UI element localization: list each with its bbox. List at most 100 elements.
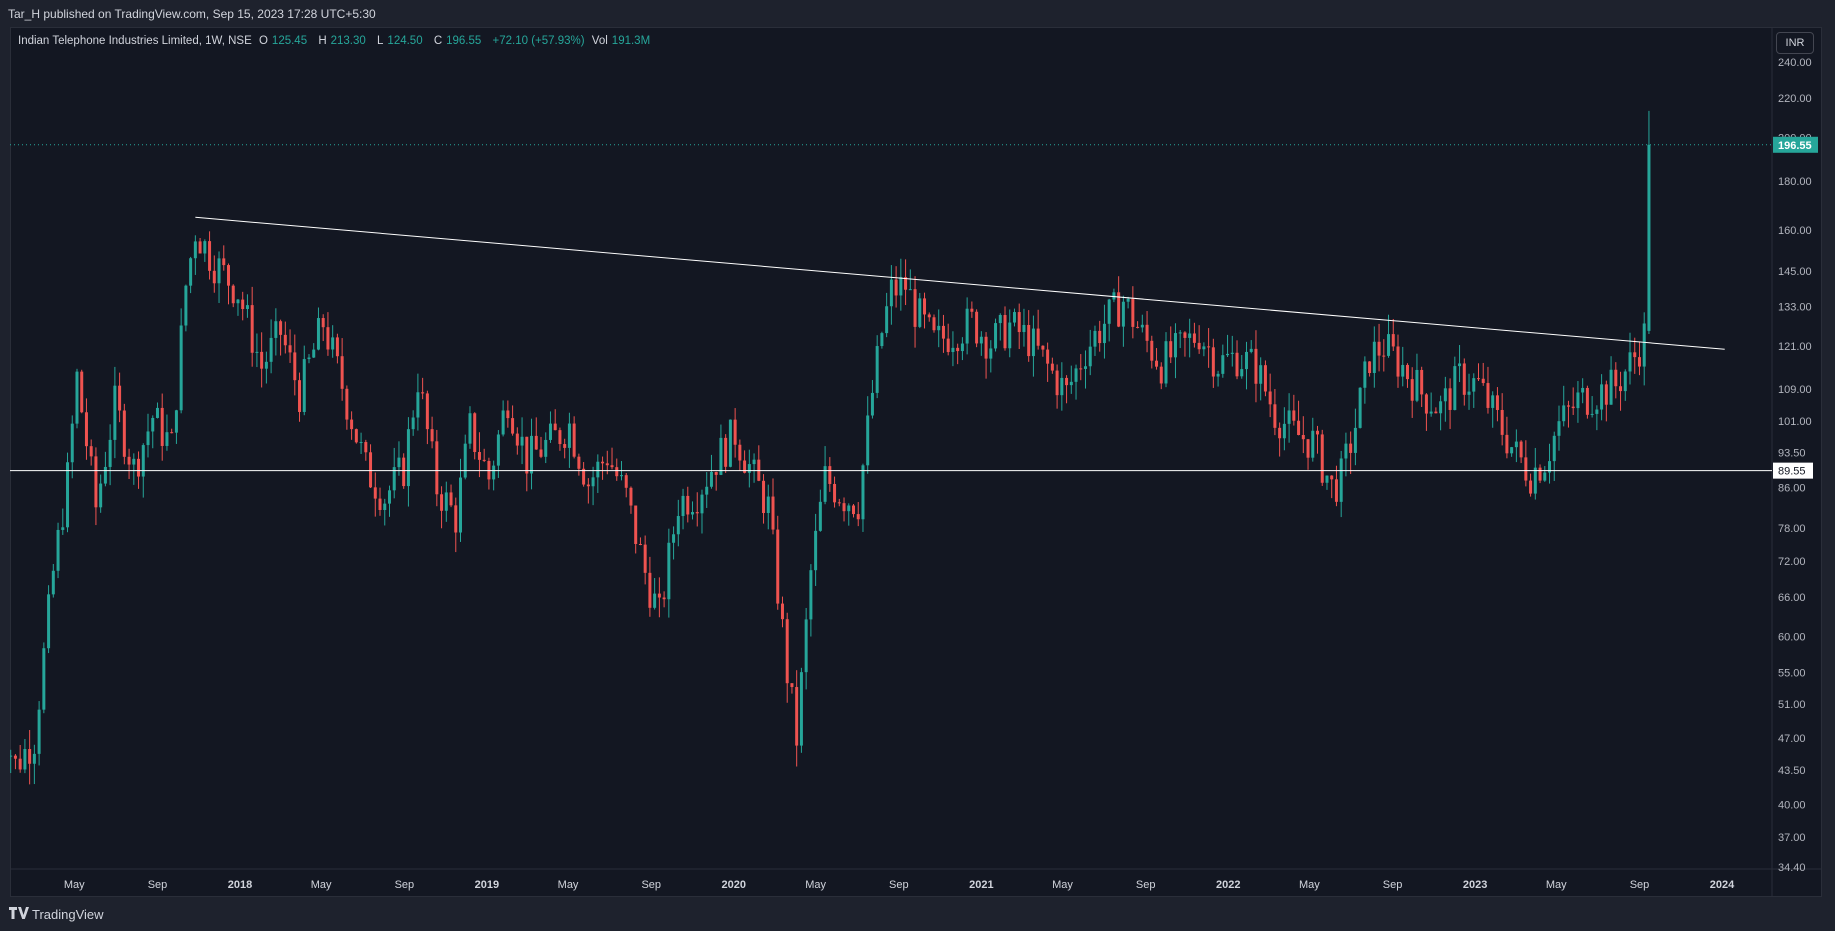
publisher-bar: Tar_H published on TradingView.com, Sep … — [0, 0, 1835, 26]
candle-body — [1244, 351, 1248, 370]
candle-body — [847, 505, 851, 512]
candle-body — [155, 407, 159, 418]
candle-body — [1330, 475, 1334, 480]
candle-body — [141, 445, 145, 477]
candle-body — [13, 755, 17, 759]
candle-body — [780, 603, 784, 620]
candle-body — [719, 437, 723, 475]
candle-body — [113, 385, 117, 440]
candle-body — [1316, 430, 1320, 435]
candle-body — [302, 359, 306, 412]
candle-body — [37, 709, 41, 754]
candle-body — [1211, 347, 1215, 377]
candle-body — [889, 279, 893, 307]
candle-body — [1387, 334, 1391, 356]
x-tick-label: 2019 — [475, 879, 499, 891]
candle-body — [1339, 458, 1343, 502]
candle-body — [1131, 298, 1135, 327]
candle-body — [1060, 377, 1064, 396]
y-tick-label: 160.00 — [1778, 225, 1812, 237]
candle-body — [1240, 369, 1244, 377]
candle-body — [577, 456, 581, 469]
candle-body — [274, 321, 278, 338]
candle-body — [279, 321, 283, 335]
x-tick-label: Sep — [1383, 879, 1403, 891]
candle-body — [894, 279, 898, 296]
candle-body — [771, 496, 775, 530]
candle-body — [184, 285, 188, 326]
candle-body — [1633, 352, 1637, 358]
candle-body — [572, 423, 576, 457]
candle-body — [596, 461, 600, 478]
candle-body — [1306, 439, 1310, 458]
candle-body — [880, 333, 884, 347]
candle-body — [1117, 292, 1121, 327]
candle-body — [1254, 348, 1258, 384]
candle-body — [1344, 443, 1348, 459]
y-tick-label: 37.00 — [1778, 832, 1806, 844]
price-chart[interactable]: 240.00220.00200.00180.00160.00145.00133.… — [10, 27, 1822, 897]
candle-body — [231, 285, 235, 304]
candle-body — [1084, 366, 1088, 369]
candle-body — [1439, 401, 1443, 414]
candle-body — [956, 347, 960, 352]
candle-body — [444, 492, 448, 511]
y-tick-label: 40.00 — [1778, 800, 1806, 812]
candle-body — [586, 484, 590, 487]
candle-body — [1510, 447, 1514, 454]
candle-body — [591, 477, 595, 487]
candle-body — [534, 435, 538, 450]
candle-body — [904, 277, 908, 290]
candle-body — [1278, 427, 1282, 439]
candle-body — [1221, 355, 1225, 374]
candle-body — [998, 314, 1002, 324]
candle-body — [94, 456, 98, 508]
candle-body — [245, 305, 249, 310]
candle-body — [402, 457, 406, 487]
candle-body — [714, 471, 718, 475]
candle-body — [250, 305, 254, 353]
candle-body — [548, 423, 552, 440]
candle-body — [321, 318, 325, 328]
legend-high-label: H — [318, 35, 327, 47]
candle-body — [1230, 352, 1234, 354]
candle-body — [227, 265, 231, 286]
candle-body — [937, 325, 941, 331]
candle-body — [222, 258, 226, 266]
candle-body — [28, 749, 32, 764]
y-tick-label: 145.00 — [1778, 266, 1812, 278]
candle-body — [833, 483, 837, 503]
candle-body — [1600, 384, 1604, 410]
candle-body — [1642, 323, 1646, 367]
candle-body — [899, 277, 903, 296]
candle-body — [984, 336, 988, 359]
candle-body — [127, 456, 131, 465]
candle-body — [1311, 430, 1315, 458]
chart-pane[interactable] — [10, 27, 1822, 897]
candle-body — [1155, 360, 1159, 367]
candle-body — [728, 419, 732, 467]
candle-body — [378, 498, 382, 511]
candle-body — [236, 299, 240, 304]
candle-body — [1022, 324, 1026, 333]
candle-body — [1325, 475, 1329, 483]
x-tick-label: 2022 — [1216, 879, 1240, 891]
candle-body — [918, 298, 922, 327]
candle-body — [1382, 355, 1386, 357]
candle-body — [1259, 365, 1263, 384]
candle-body — [340, 356, 344, 389]
candle-body — [364, 442, 368, 453]
candle-body — [1088, 346, 1092, 367]
y-tick-label: 180.00 — [1778, 176, 1812, 188]
x-tick-label: Sep — [1136, 879, 1156, 891]
candle-body — [118, 385, 122, 411]
candle-body — [354, 429, 358, 443]
candle-body — [1320, 434, 1324, 483]
candle-body — [473, 413, 477, 453]
candle-body — [170, 432, 174, 434]
candle-body — [1055, 370, 1059, 396]
symbol-legend: Indian Telephone Industries Limited, 1W,… — [18, 35, 658, 47]
legend-open-label: O — [258, 35, 268, 47]
candle-body — [657, 593, 661, 598]
currency-button[interactable]: INR — [1776, 32, 1814, 54]
